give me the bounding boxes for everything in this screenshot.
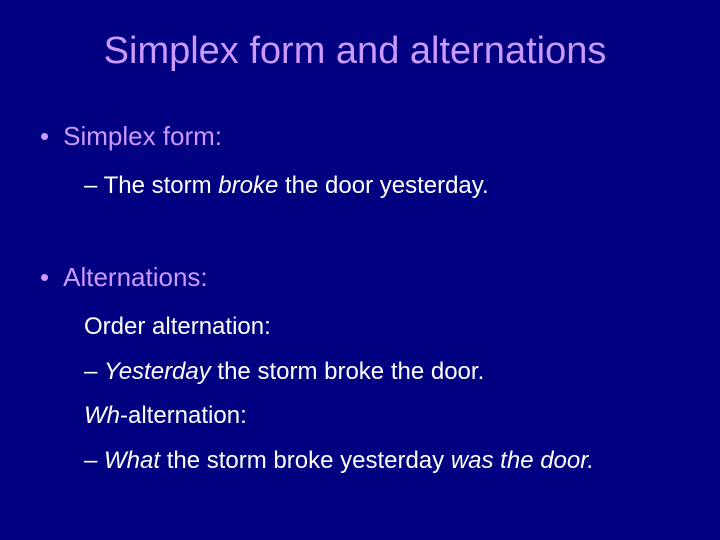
bullet-alternations: • Alternations: <box>40 262 680 293</box>
simplex-example-line: – The storm broke the door yesterday. <box>84 170 680 202</box>
text-fragment: – <box>84 358 104 385</box>
text-fragment: – <box>84 447 104 474</box>
tail-was-the-door: was the door. <box>451 447 594 474</box>
bullet-dot-icon: • <box>40 262 49 293</box>
bullet-alternations-label: Alternations: <box>63 262 208 293</box>
wh-alternation-label: Wh-alternation: <box>84 400 680 432</box>
text-fragment: the storm broke the door. <box>211 358 484 385</box>
bullet-simplex-form: • Simplex form: <box>40 121 680 152</box>
wh-prefix: Wh <box>84 402 120 429</box>
slide-title: Simplex form and alternations <box>30 30 680 73</box>
text-fragment: the storm broke yesterday <box>160 447 451 474</box>
wh-rest: -alternation: <box>120 402 247 429</box>
wh-alternation-example: – What the storm broke yesterday was the… <box>84 445 680 477</box>
lead-what: What <box>104 447 160 474</box>
verb-broke: broke <box>218 172 278 199</box>
order-alternation-example: – Yesterday the storm broke the door. <box>84 356 680 388</box>
bullet-simplex-label: Simplex form: <box>63 121 222 152</box>
lead-yesterday: Yesterday <box>104 358 211 385</box>
text-fragment: – The storm <box>84 172 218 199</box>
bullet-dot-icon: • <box>40 121 49 152</box>
text-fragment: the door yesterday. <box>278 172 488 199</box>
order-alternation-label: Order alternation: <box>84 311 680 343</box>
